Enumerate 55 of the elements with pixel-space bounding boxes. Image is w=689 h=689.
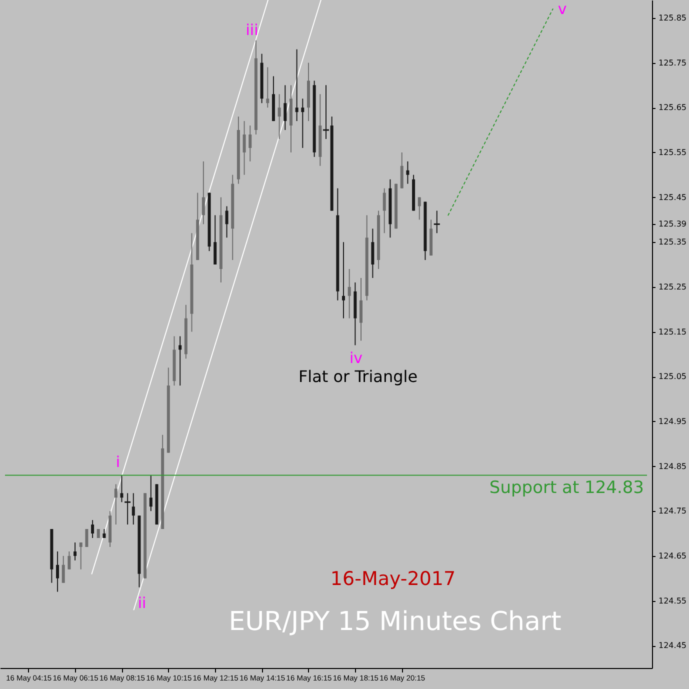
candlestick (266, 66, 270, 108)
candlestick (284, 84, 287, 131)
y-tick-label: 125.05 (658, 372, 686, 382)
annotation: v (558, 0, 567, 18)
y-tick-label: 124.85 (658, 462, 686, 471)
annotation: i (116, 453, 120, 471)
y-tick-label: 125.39 (658, 220, 686, 229)
candlestick (202, 160, 205, 225)
annotation: iii (246, 21, 258, 39)
candlestick (56, 550, 60, 592)
candlestick (132, 492, 135, 526)
candlestick (400, 152, 404, 189)
candlestick (85, 528, 88, 548)
y-tick-label: 124.95 (658, 416, 686, 426)
candlestick (74, 542, 77, 561)
candlestick (295, 48, 298, 122)
y-tick-label: 125.55 (658, 148, 686, 157)
candlestick (278, 94, 281, 140)
candlestick (248, 125, 252, 162)
candlestick (149, 474, 152, 512)
annotation: Flat or Triangle (298, 367, 418, 386)
y-tick-label: 124.75 (658, 506, 686, 516)
y-tick-label: 125.45 (658, 192, 686, 202)
candlestick (242, 120, 246, 176)
candlestick (371, 228, 374, 278)
y-tick-label: 125.75 (658, 58, 686, 68)
candlestick (225, 206, 228, 238)
text: EUR/JPY 15 Minutes Chart (228, 607, 562, 637)
candlestick (360, 277, 363, 342)
candlestick (301, 98, 304, 148)
candlestick (418, 196, 421, 220)
candlestick (79, 542, 82, 570)
text: 16-May-2017 (330, 568, 456, 590)
y-tick-label: 124.65 (658, 551, 686, 560)
candlestick (68, 550, 71, 570)
y-tick-label: 125.25 (658, 282, 686, 292)
candlestick (120, 474, 124, 503)
y-tick-label: 124.45 (658, 641, 686, 650)
y-tick-label: 125.85 (658, 13, 686, 22)
candlestick (342, 242, 346, 319)
candlestick (382, 188, 386, 234)
candlestick (62, 555, 65, 584)
candlestick (91, 520, 94, 538)
candlestick (178, 336, 182, 386)
y-tick-label: 125.35 (658, 238, 686, 247)
ref-line-label: Support at 124.83 (489, 478, 644, 498)
candlestick (406, 160, 410, 184)
annotation: ii (138, 594, 146, 612)
candlestick (214, 214, 217, 266)
y-tick-label: 125.15 (658, 327, 686, 336)
annotation: iv (349, 349, 363, 367)
y-tick-label: 124.55 (658, 596, 686, 606)
candlestick (114, 484, 118, 526)
candlestick (348, 268, 351, 319)
y-tick-label: 125.65 (658, 103, 686, 112)
